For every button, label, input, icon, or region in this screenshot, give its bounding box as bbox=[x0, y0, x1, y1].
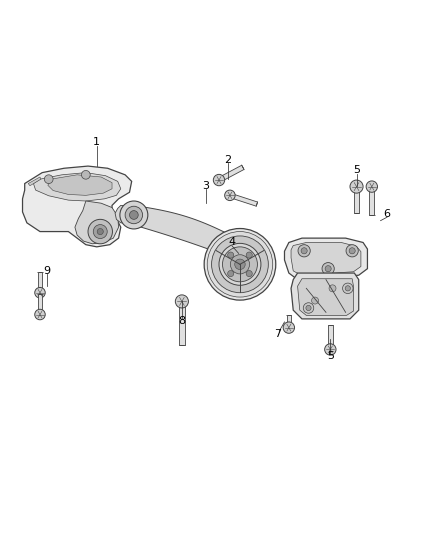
Text: 3: 3 bbox=[202, 181, 209, 191]
Polygon shape bbox=[287, 314, 291, 328]
Circle shape bbox=[301, 248, 307, 254]
Circle shape bbox=[303, 303, 314, 313]
Circle shape bbox=[306, 305, 311, 311]
Circle shape bbox=[345, 286, 350, 291]
Polygon shape bbox=[291, 243, 361, 275]
Text: 5: 5 bbox=[353, 165, 360, 175]
Circle shape bbox=[228, 252, 234, 258]
Circle shape bbox=[246, 252, 252, 258]
Polygon shape bbox=[354, 187, 359, 213]
Circle shape bbox=[204, 229, 276, 300]
Text: 7: 7 bbox=[274, 329, 282, 339]
Text: 5: 5 bbox=[327, 351, 334, 361]
Circle shape bbox=[228, 271, 234, 277]
Circle shape bbox=[283, 322, 294, 333]
Polygon shape bbox=[218, 165, 244, 182]
Polygon shape bbox=[33, 173, 121, 201]
Circle shape bbox=[81, 171, 90, 179]
Circle shape bbox=[88, 220, 113, 244]
Text: 1: 1 bbox=[93, 137, 100, 147]
Circle shape bbox=[130, 211, 138, 220]
Circle shape bbox=[35, 309, 45, 320]
Circle shape bbox=[219, 244, 261, 285]
Circle shape bbox=[225, 190, 235, 200]
Polygon shape bbox=[328, 326, 333, 350]
Circle shape bbox=[230, 255, 250, 274]
Polygon shape bbox=[285, 238, 367, 280]
Circle shape bbox=[346, 245, 358, 257]
Polygon shape bbox=[115, 205, 140, 224]
Circle shape bbox=[329, 285, 336, 292]
Circle shape bbox=[212, 236, 268, 293]
Circle shape bbox=[207, 231, 273, 297]
Circle shape bbox=[325, 344, 336, 355]
Polygon shape bbox=[297, 279, 353, 316]
Circle shape bbox=[44, 175, 53, 183]
Circle shape bbox=[175, 295, 188, 308]
Circle shape bbox=[235, 259, 245, 270]
Polygon shape bbox=[22, 166, 132, 247]
Text: 6: 6 bbox=[384, 209, 391, 219]
Polygon shape bbox=[48, 175, 112, 195]
Circle shape bbox=[246, 271, 252, 277]
Circle shape bbox=[213, 174, 225, 185]
Circle shape bbox=[325, 265, 331, 272]
Circle shape bbox=[223, 247, 258, 282]
Text: 4: 4 bbox=[229, 238, 236, 247]
Circle shape bbox=[125, 206, 143, 224]
Circle shape bbox=[349, 248, 355, 254]
Circle shape bbox=[311, 297, 318, 304]
Text: 8: 8 bbox=[178, 316, 185, 326]
Circle shape bbox=[120, 201, 148, 229]
Circle shape bbox=[366, 181, 378, 192]
Polygon shape bbox=[28, 177, 41, 185]
Polygon shape bbox=[369, 187, 374, 215]
Circle shape bbox=[298, 245, 310, 257]
Circle shape bbox=[322, 263, 334, 275]
Circle shape bbox=[35, 287, 45, 298]
Polygon shape bbox=[229, 193, 258, 206]
Circle shape bbox=[93, 224, 107, 239]
Circle shape bbox=[97, 229, 103, 235]
Circle shape bbox=[350, 180, 363, 193]
Polygon shape bbox=[75, 201, 119, 244]
Polygon shape bbox=[291, 273, 359, 319]
Polygon shape bbox=[38, 272, 42, 293]
Text: 2: 2 bbox=[224, 155, 231, 165]
Polygon shape bbox=[38, 294, 42, 314]
Polygon shape bbox=[131, 206, 242, 259]
Polygon shape bbox=[179, 302, 184, 345]
Text: 9: 9 bbox=[43, 266, 50, 276]
Circle shape bbox=[343, 283, 353, 294]
